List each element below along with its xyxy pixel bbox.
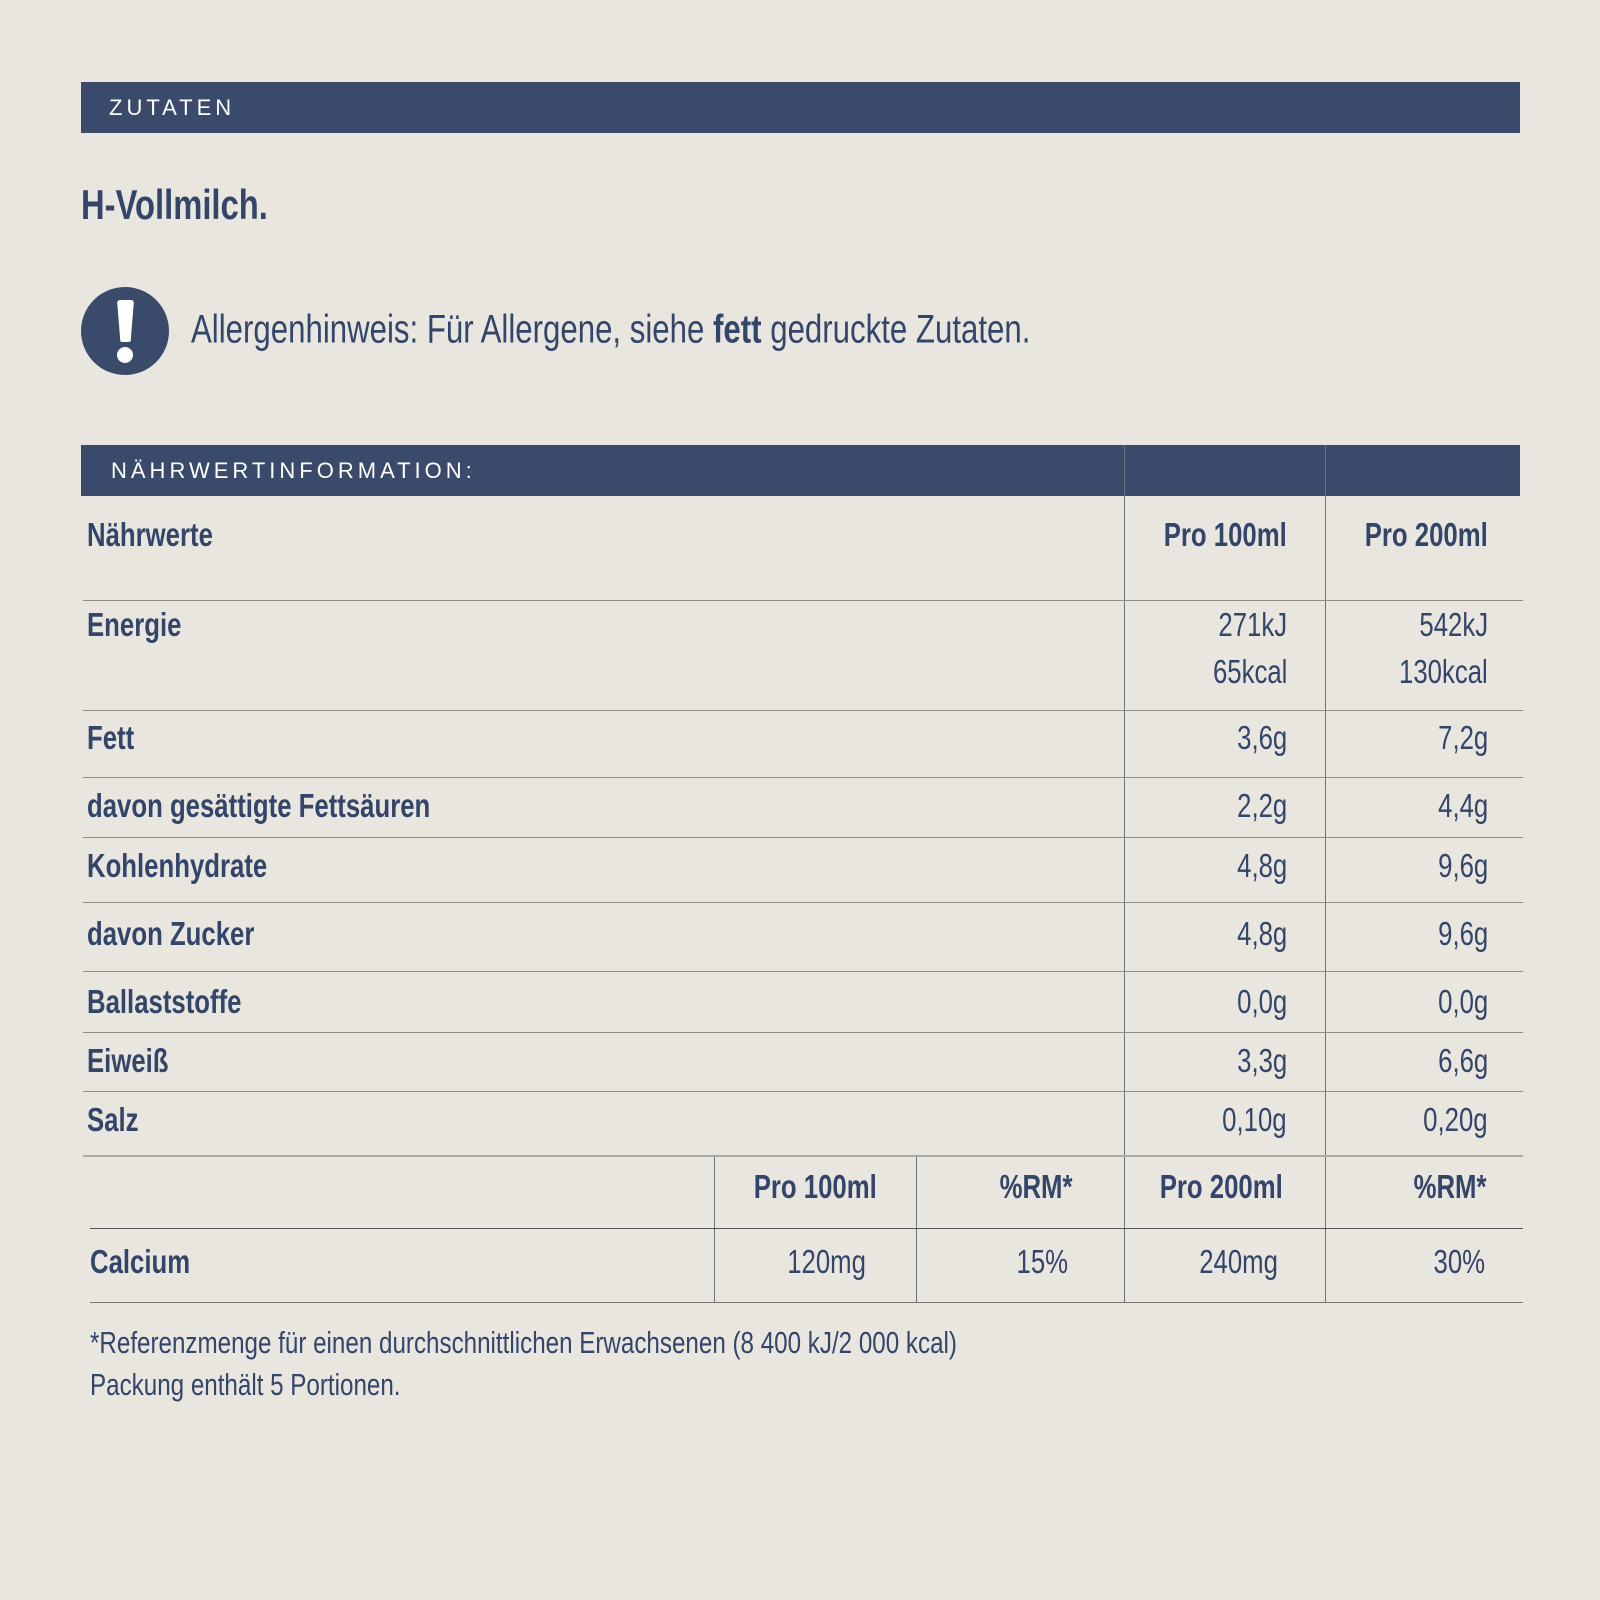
column-divider [1325, 445, 1326, 1302]
value-per200: 9,6g [1437, 847, 1488, 884]
value-per100-kcal: 65kcal [1212, 653, 1287, 690]
value-per200: 240mg [1199, 1243, 1278, 1280]
row-divider [83, 600, 1523, 601]
ingredients-heading: ZUTATEN [109, 95, 236, 120]
row-divider [83, 777, 1523, 778]
row-label: Fett [87, 719, 135, 756]
column-header-pro-200ml: Pro 200ml [1364, 516, 1488, 553]
row-divider [83, 902, 1523, 903]
value-per100: 271kJ [1218, 606, 1287, 643]
mineral-header-rm-100: %RM* [1000, 1168, 1073, 1205]
value-per200: 6,6g [1437, 1042, 1488, 1079]
value-rm100: 15% [1016, 1243, 1068, 1280]
value-per200-kcal: 130kcal [1399, 653, 1488, 690]
row-label: Salz [87, 1101, 139, 1138]
row-label: Eiweiß [87, 1042, 169, 1079]
value-per100: 2,2g [1236, 787, 1287, 824]
allergen-bold: fett [713, 307, 762, 352]
row-divider [83, 1091, 1523, 1092]
allergen-text-end: gedruckte Zutaten. [761, 307, 1031, 352]
row-divider [83, 1032, 1523, 1033]
exclamation-circle-icon [81, 287, 169, 375]
value-per100: 4,8g [1236, 847, 1287, 884]
column-header-pro-100ml: Pro 100ml [1163, 516, 1287, 553]
value-rm200: 30% [1433, 1243, 1485, 1280]
mineral-header-pro-200ml: Pro 200ml [1159, 1168, 1283, 1205]
footnote-reference: *Referenzmenge für einen durchschnittlic… [90, 1325, 957, 1360]
value-per200: 7,2g [1437, 719, 1488, 756]
row-divider [83, 710, 1523, 711]
ingredients-text: H-Vollmilch. [81, 181, 268, 228]
value-per200: 0,0g [1437, 983, 1488, 1020]
nutrition-heading: NÄHRWERTINFORMATION: [111, 458, 476, 483]
row-divider [90, 1228, 1523, 1229]
row-divider [83, 837, 1523, 838]
column-divider [1124, 445, 1125, 1302]
allergen-text: Allergenhinweis: Für Allergene, siehe [191, 307, 714, 352]
value-per200: 0,20g [1423, 1101, 1488, 1138]
row-divider [90, 1302, 1523, 1303]
footnote-portions: Packung enthält 5 Portionen. [90, 1367, 401, 1402]
value-per200: 9,6g [1437, 915, 1488, 952]
value-per100: 4,8g [1236, 915, 1287, 952]
row-divider [83, 1155, 1523, 1157]
row-divider [83, 971, 1523, 972]
value-per100: 3,6g [1236, 719, 1287, 756]
mineral-header-rm-200: %RM* [1414, 1168, 1487, 1205]
row-label: Ballaststoffe [87, 983, 242, 1020]
mineral-header-pro-100ml: Pro 100ml [753, 1168, 877, 1205]
value-per100: 3,3g [1236, 1042, 1287, 1079]
row-label: Kohlenhydrate [87, 847, 268, 884]
row-label: Calcium [90, 1243, 191, 1280]
row-label: davon Zucker [87, 915, 255, 952]
value-per100: 120mg [787, 1243, 866, 1280]
value-per100: 0,0g [1236, 983, 1287, 1020]
allergen-notice: Allergenhinweis: Für Allergene, siehe fe… [191, 308, 1030, 353]
value-per100: 0,10g [1222, 1101, 1287, 1138]
value-per200: 4,4g [1437, 787, 1488, 824]
row-label: davon gesättigte Fettsäuren [87, 787, 431, 824]
row-label: Energie [87, 606, 182, 643]
value-per200: 542kJ [1419, 606, 1488, 643]
ingredients-header: ZUTATEN [81, 82, 1520, 133]
nutrition-header: NÄHRWERTINFORMATION: [81, 445, 1520, 496]
column-header-naehrwerte: Nährwerte [87, 516, 213, 553]
